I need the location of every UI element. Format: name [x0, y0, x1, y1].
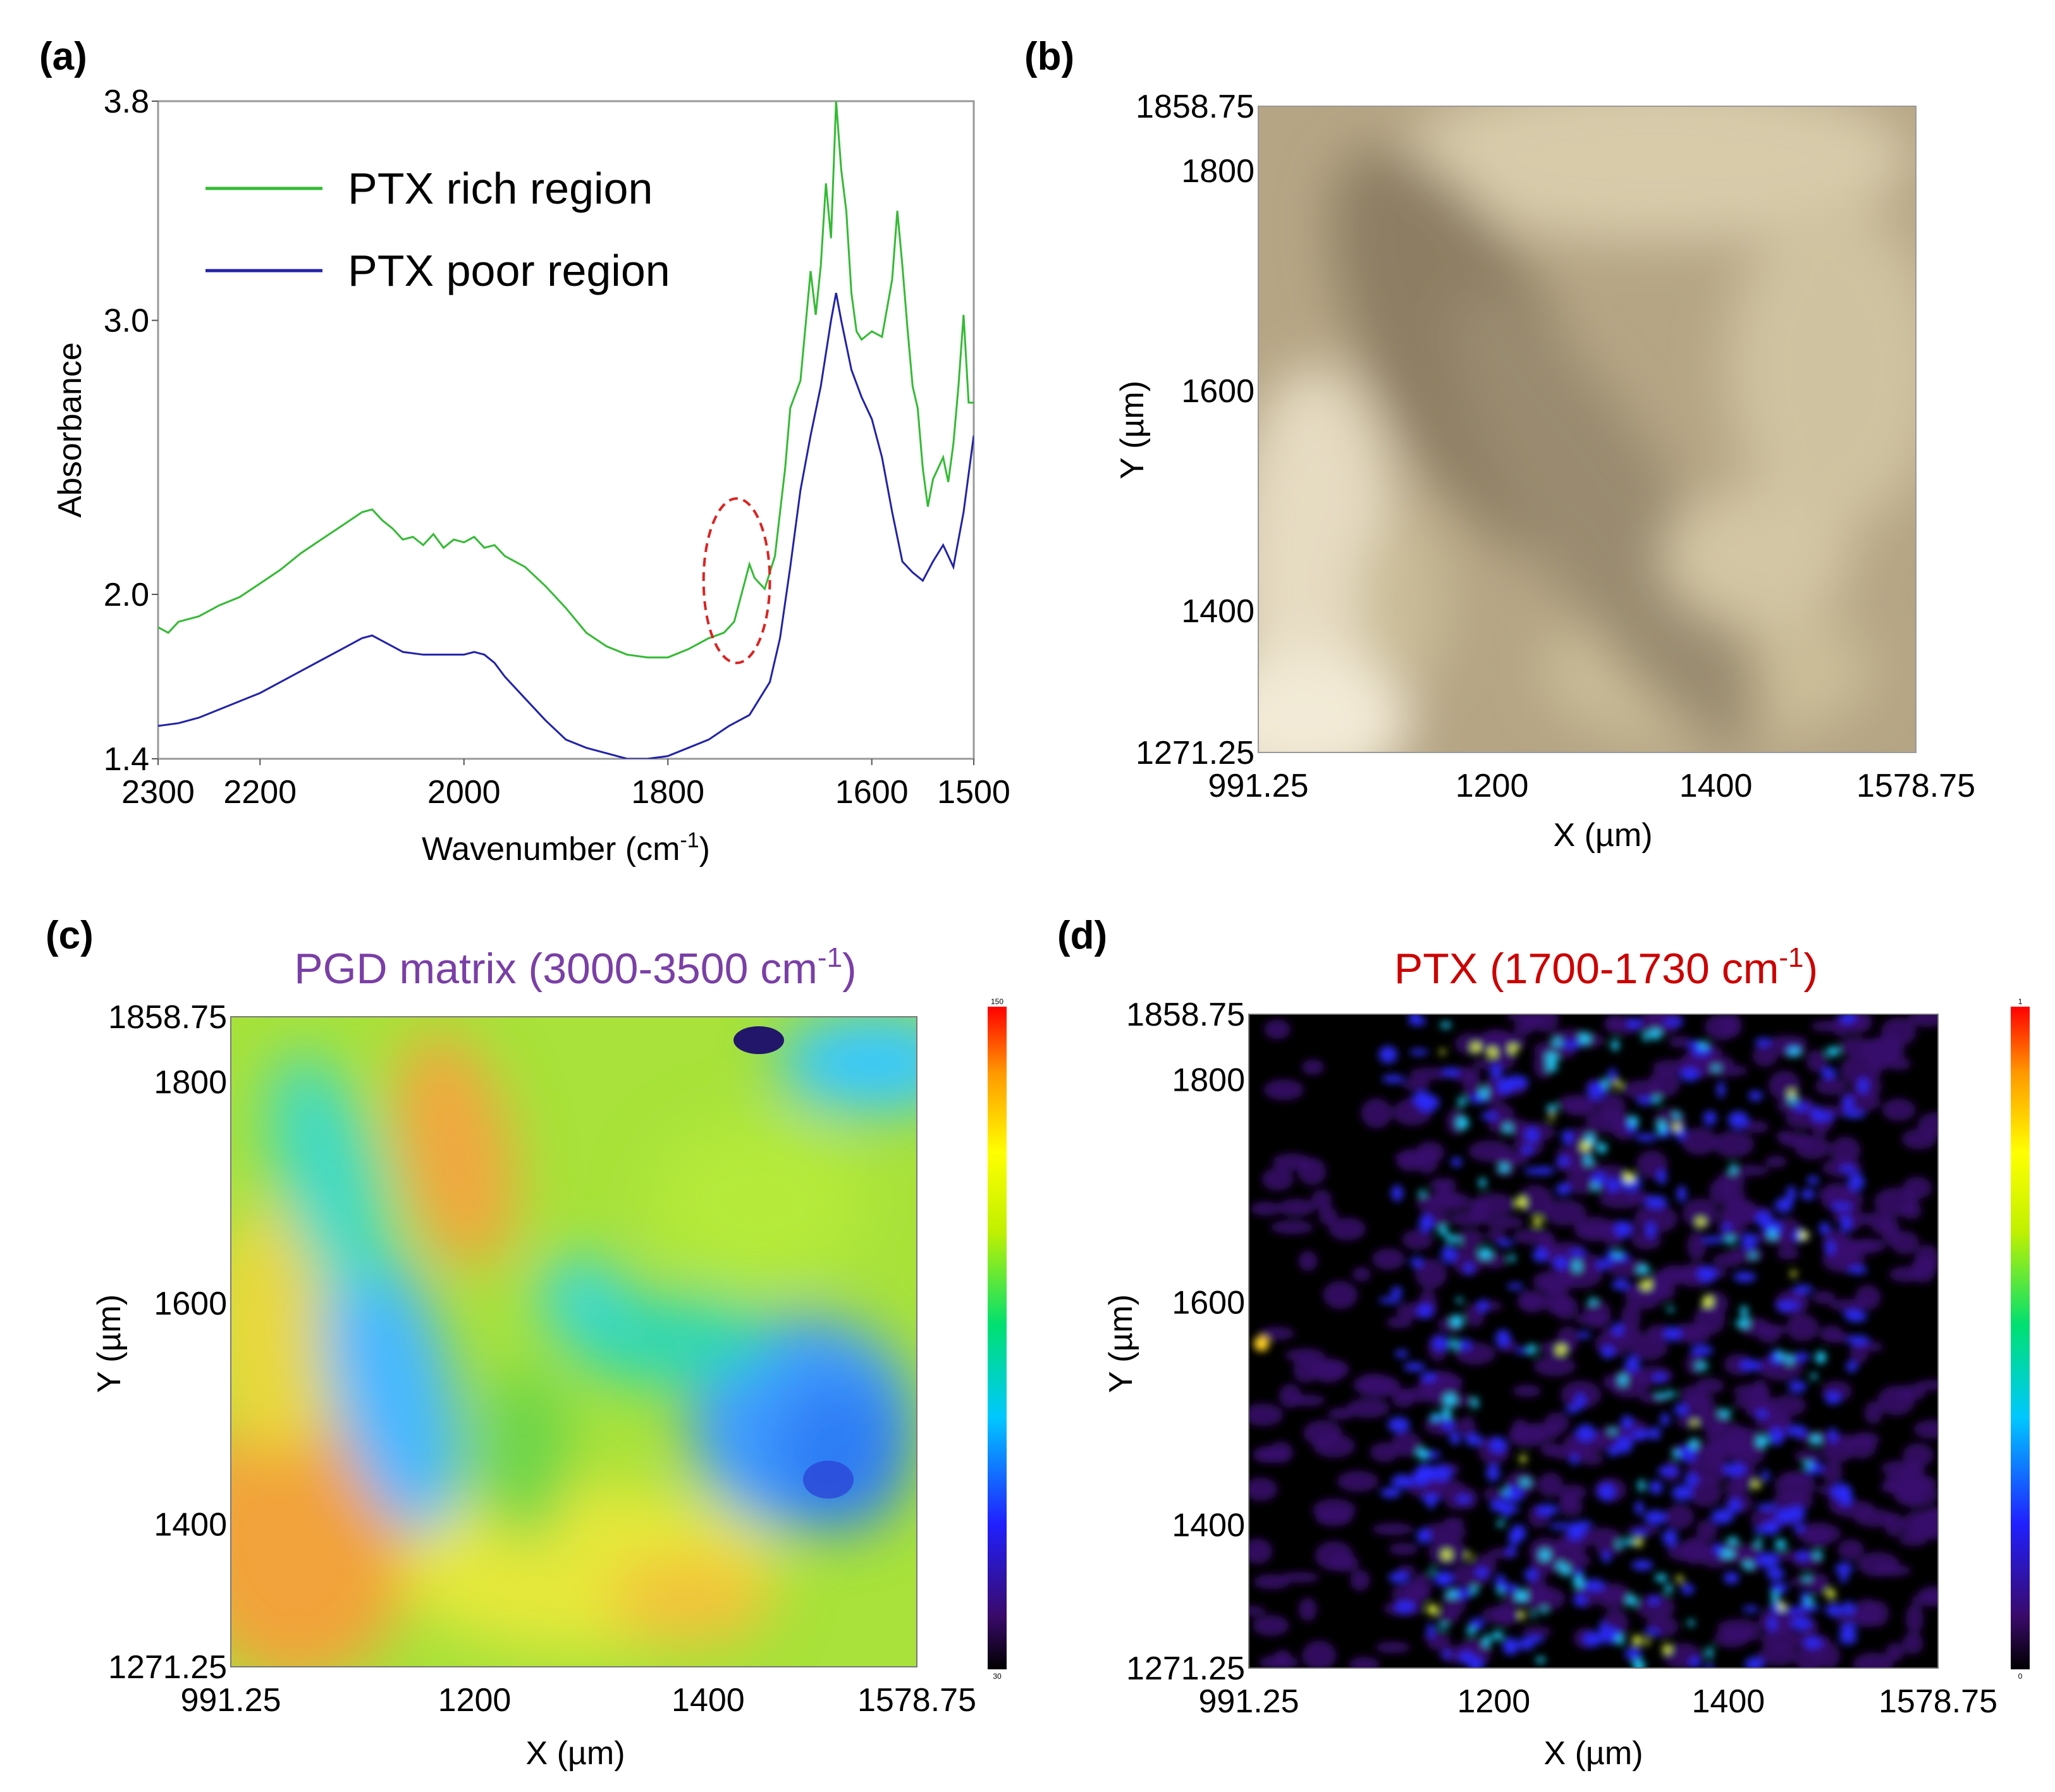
panel-a-x-ticks: 2300 2200 2000 1800 1600 1500 — [121, 759, 1010, 811]
panel-d-label: (d) — [1057, 914, 1107, 957]
panel-b-y-ticks: 1858.75 1800 1600 1400 1271.25 — [1136, 89, 1254, 771]
panel-d-y-ticks: 1858.75 1800 1600 1400 1271.25 — [1126, 997, 1245, 1687]
y-tick-label: 1400 — [1181, 593, 1254, 630]
x-tick-label: 1578.75 — [1879, 1683, 1997, 1720]
x-tick-label: 1200 — [438, 1682, 512, 1719]
panel-b-x-axis-title: X (µm) — [1553, 817, 1652, 854]
y-tick-label: 1800 — [154, 1064, 227, 1101]
panel-c-label: (c) — [46, 914, 94, 957]
x-tick-label: 1500 — [937, 774, 1010, 811]
heatmap-ptx — [1249, 1014, 1938, 1668]
y-tick-label: 1400 — [1172, 1507, 1245, 1543]
panel-d-colorbar-min: 0 — [2018, 1672, 2023, 1681]
panel-d-x-axis-title: X (µm) — [1543, 1735, 1643, 1772]
legend-label-ptx-rich: PTX rich region — [348, 164, 653, 213]
panel-b-y-axis-title: Y (µm) — [1114, 381, 1151, 479]
y-tick-label: 3.0 — [104, 303, 149, 340]
panel-d-y-axis-title: Y (µm) — [1103, 1294, 1139, 1393]
panel-d-title: PTX (1700-1730 cm-1) — [1394, 942, 1818, 993]
highlight-ellipse — [702, 497, 771, 665]
x-tick-label: 1578.75 — [857, 1682, 976, 1719]
legend-label-ptx-poor: PTX poor region — [348, 246, 670, 295]
y-tick-label: 3.8 — [104, 83, 149, 120]
y-tick-label: 1271.25 — [108, 1649, 227, 1686]
y-tick-label: 1600 — [1181, 373, 1254, 410]
x-tick-label: 1600 — [835, 774, 909, 811]
y-tick-label: 1271.25 — [1126, 1650, 1245, 1687]
heatmap-pgd-matrix — [231, 1017, 917, 1667]
panel-a: (a) 3.8 3.0 2.0 1.4 2300 2200 2000 1800 1600 150… — [39, 35, 1010, 868]
x-tick-label: 1400 — [1692, 1683, 1765, 1720]
x-tick-label: 1200 — [1456, 768, 1529, 804]
panel-a-y-ticks: 3.8 3.0 2.0 1.4 — [104, 83, 158, 778]
x-tick-label: 991.25 — [1198, 1683, 1299, 1720]
panel-b-label: (b) — [1024, 35, 1074, 78]
x-tick-label: 2300 — [121, 774, 195, 811]
panel-b-x-ticks: 991.25 1200 1400 1578.75 — [1208, 768, 1975, 804]
panel-d-frame — [1248, 1014, 1939, 1669]
panel-c-y-axis-title: Y (µm) — [91, 1294, 128, 1393]
panel-d-x-ticks: 991.25 1200 1400 1578.75 — [1198, 1683, 1997, 1720]
y-tick-label: 1.4 — [104, 741, 149, 778]
panel-c-colorbar-max: 150 — [991, 997, 1003, 1006]
y-tick-label: 1858.75 — [1126, 997, 1245, 1033]
panel-a-legend: PTX rich region PTX poor region — [206, 164, 670, 295]
panel-a-y-axis-title: Absorbance — [52, 342, 89, 518]
series-line-ptx-rich — [158, 101, 974, 659]
panel-c-colorbar-min: 30 — [993, 1672, 1002, 1681]
x-tick-label: 1400 — [672, 1682, 745, 1719]
panel-a-label: (a) — [39, 35, 87, 78]
y-tick-label: 1271.25 — [1136, 735, 1254, 771]
series-line-ptx-poor — [158, 293, 974, 759]
microscope-image — [1258, 106, 1916, 752]
panel-c-x-ticks: 991.25 1200 1400 1578.75 — [180, 1682, 976, 1719]
x-tick-label: 991.25 — [180, 1682, 281, 1719]
panel-a-plot-frame — [157, 100, 975, 760]
x-tick-label: 991.25 — [1208, 768, 1308, 804]
panel-d: (d) PTX (1700-1730 cm-1) 1 0 1858.75 1800… — [1057, 914, 2030, 1772]
panel-d-colorbar — [2011, 1007, 2030, 1669]
y-tick-label: 1800 — [1181, 153, 1254, 190]
panel-b-frame — [1258, 106, 1917, 753]
y-tick-label: 2.0 — [104, 577, 149, 613]
x-tick-label: 1200 — [1457, 1683, 1530, 1720]
x-tick-label: 1400 — [1679, 768, 1753, 804]
x-tick-label: 2000 — [427, 774, 501, 811]
panel-c-colorbar — [988, 1007, 1007, 1669]
y-tick-label: 1400 — [154, 1507, 227, 1543]
x-tick-label: 1578.75 — [1856, 768, 1975, 804]
panel-c-y-ticks: 1858.75 1800 1600 1400 1271.25 — [108, 999, 227, 1686]
panel-a-x-axis-title: Wavenumber (cm-1) — [422, 828, 710, 868]
y-tick-label: 1800 — [1172, 1062, 1245, 1098]
panel-d-colorbar-max: 1 — [2018, 997, 2023, 1006]
y-tick-label: 1600 — [1172, 1284, 1245, 1321]
y-tick-label: 1600 — [154, 1286, 227, 1322]
y-tick-label: 1858.75 — [1136, 89, 1254, 125]
panel-c-x-axis-title: X (µm) — [525, 1735, 625, 1772]
panel-c-frame — [230, 1016, 917, 1667]
panel-b: (b) 1858.75 1800 1600 1400 1271.25 991.25 120… — [1024, 35, 1975, 854]
panel-c-title: PGD matrix (3000-3500 cm-1) — [294, 942, 856, 993]
y-tick-label: 1858.75 — [108, 999, 227, 1036]
x-tick-label: 1800 — [631, 774, 704, 811]
x-tick-label: 2200 — [223, 774, 297, 811]
panel-c: (c) PGD matrix (3000-3500 cm-1) — [46, 914, 1007, 1772]
